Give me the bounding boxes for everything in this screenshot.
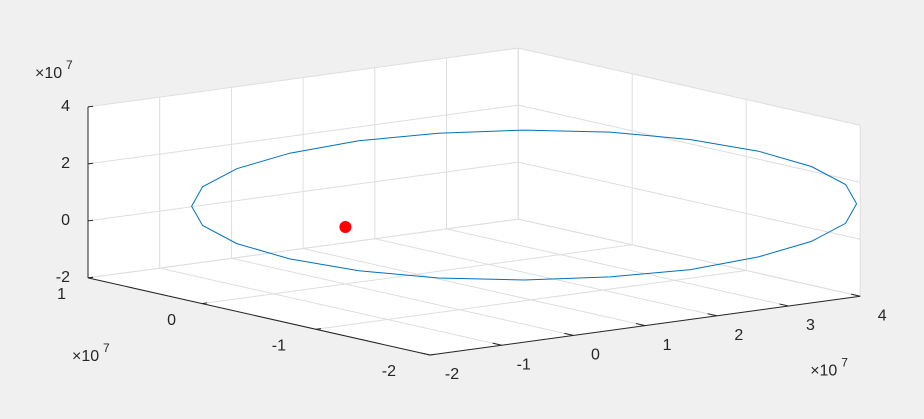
tick-mark bbox=[87, 162, 94, 165]
x-tick-label: 2 bbox=[734, 327, 743, 344]
axes-background bbox=[88, 48, 861, 355]
x-tick-label: 4 bbox=[878, 307, 887, 324]
axis-multiplier: ×10 bbox=[810, 362, 837, 379]
z-tick-label: -2 bbox=[56, 269, 70, 286]
z-tick-label: 0 bbox=[61, 212, 70, 229]
tick-mark bbox=[420, 352, 431, 356]
tick-mark bbox=[315, 328, 322, 330]
grid-line bbox=[87, 218, 519, 279]
point bbox=[339, 221, 352, 233]
axis-multiplier-power: 7 bbox=[66, 58, 73, 72]
x-tick-label: -2 bbox=[445, 366, 459, 383]
x-tick-label: 0 bbox=[591, 347, 600, 364]
grid-line bbox=[201, 244, 633, 305]
tick-mark bbox=[564, 332, 574, 336]
tick-mark bbox=[87, 105, 94, 108]
tick-mark bbox=[201, 302, 208, 305]
tick-mark bbox=[635, 323, 646, 327]
grid-line bbox=[231, 257, 574, 336]
grid-line bbox=[302, 248, 646, 327]
grid-line bbox=[315, 270, 747, 330]
x-tick-label: -1 bbox=[517, 356, 531, 373]
grid-line bbox=[446, 228, 789, 307]
x-tick-label: 1 bbox=[663, 337, 672, 354]
axis-multiplier: ×10 bbox=[72, 348, 99, 365]
tick-mark bbox=[429, 353, 436, 356]
y-tick-label: 0 bbox=[167, 312, 176, 329]
y-tick-label: -1 bbox=[272, 338, 286, 355]
tick-mark bbox=[492, 342, 502, 346]
axis-multiplier: ×10 bbox=[35, 65, 62, 82]
grid-line bbox=[518, 218, 861, 297]
z-tick-label: 4 bbox=[61, 98, 70, 115]
axis-multiplier-power: 7 bbox=[103, 341, 110, 355]
tick-mark bbox=[87, 219, 94, 222]
grid-line bbox=[87, 161, 519, 222]
grid-line bbox=[518, 47, 861, 126]
grid-line bbox=[87, 47, 519, 108]
axis-multiplier-power: 7 bbox=[841, 355, 848, 369]
grid-line bbox=[374, 238, 717, 317]
grid-line bbox=[159, 267, 502, 346]
y-tick-label: -2 bbox=[382, 363, 396, 380]
y-tick-label: 1 bbox=[57, 286, 66, 303]
grid-line bbox=[518, 161, 861, 240]
x-tick-label: 3 bbox=[806, 317, 815, 334]
z-tick-label: 2 bbox=[61, 155, 70, 172]
tick-mark bbox=[707, 313, 717, 317]
tick-mark bbox=[779, 303, 789, 307]
orbit-line bbox=[191, 129, 858, 281]
y-axis bbox=[87, 277, 431, 356]
tick-mark bbox=[87, 276, 94, 279]
grid-line bbox=[87, 104, 519, 165]
grid-line bbox=[518, 104, 861, 183]
tick-mark bbox=[850, 293, 861, 297]
